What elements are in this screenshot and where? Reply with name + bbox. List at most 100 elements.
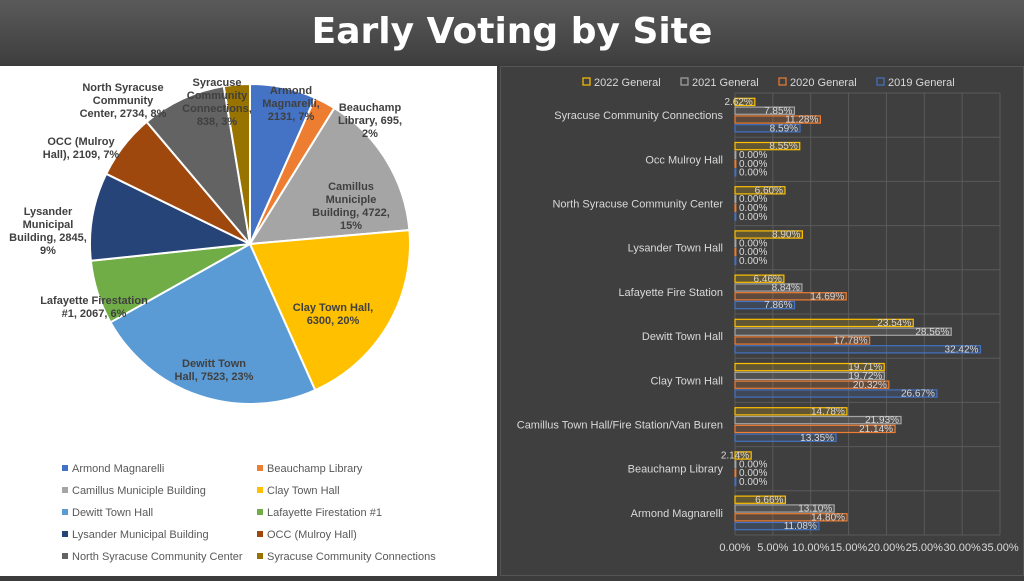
bar-2021-general-beauchamp-library [734, 460, 737, 469]
data-label: 0.00% [739, 194, 767, 205]
bar-legend-item-2020-general: 2020 General [778, 77, 857, 89]
data-label: 8.55% [769, 141, 797, 152]
bar-2022-general-beauchamp-library [734, 451, 752, 460]
page-title: Early Voting by Site [311, 11, 713, 52]
category-label-dewitt-town-hall: Dewitt Town Hall [642, 331, 723, 343]
bar-2022-general-lafayette-fire-station [734, 274, 785, 283]
bar-2019-general-north-syracuse-community-center [734, 212, 737, 221]
pie-data-label-clay-town-hall: Clay Town Hall, 6300, 20% [293, 302, 373, 327]
legend-swatch [62, 509, 68, 515]
data-label: 8.90% [772, 230, 800, 241]
legend-item-armond-magnarelli: Armond Magnarelli [62, 463, 164, 475]
bar-2020-general-beauchamp-library [734, 468, 737, 478]
legend-item-lysander-municipal-building: Lysander Municipal Building [62, 529, 209, 541]
bar-legend-item-2019-general: 2019 General [876, 77, 955, 89]
legend-label: Syracuse Community Connections [267, 551, 436, 563]
pie-data-label-syracuse-community-connections: Syracuse Community Connections, 838, 3% [182, 77, 252, 128]
bar-2022-general-north-syracuse-community-center [734, 186, 786, 195]
bar-2022-general-armond-magnarelli [734, 495, 787, 504]
bar-chart-panel: 0.00% 5.00% 10.00% 15.00% 20.00% 25.00% 30.00%… [500, 66, 1024, 576]
bar-2020-general-syracuse-community-connections [734, 115, 822, 124]
legend-item-beauchamp-library: Beauchamp Library [257, 463, 363, 475]
data-label: 14.69% [810, 291, 844, 302]
legend-swatch [62, 487, 68, 493]
data-label: 14.80% [811, 512, 845, 523]
legend-label: 2021 General [692, 77, 759, 89]
data-label: 20.32% [853, 380, 887, 391]
data-label: 11.28% [785, 115, 818, 126]
bar-2020-general-occ-mulroy-hall [734, 159, 737, 168]
pie-data-label-armond-magnarelli: Armond Magnarelli, 2131, 7% [262, 85, 319, 123]
data-label: 13.35% [800, 433, 834, 444]
data-label: 19.71% [848, 362, 882, 373]
category-label-clay-town-hall: Clay Town Hall [650, 375, 723, 387]
bar-legend-item-2021-general: 2021 General [680, 77, 759, 89]
bar-2021-general-clay-town-hall [734, 371, 885, 381]
bar-2019-general-dewitt-town-hall [734, 345, 982, 354]
bar-2022-general-camillus-town-hall-fire-station-van-buren [734, 407, 848, 416]
bar-2022-general-dewitt-town-hall [734, 318, 914, 328]
bar-2020-general-dewitt-town-hall [734, 336, 871, 345]
category-label-syracuse-community-connections: Syracuse Community Connections [554, 110, 723, 122]
x-tick-label: 30.00% [943, 542, 981, 554]
bar-2019-general-camillus-town-hall-fire-station-van-buren [734, 433, 837, 442]
data-label: 7.85% [764, 106, 792, 117]
legend-label: 2020 General [790, 77, 857, 89]
legend-swatch [257, 531, 263, 537]
bar-2022-general-lysander-town-hall [734, 230, 803, 239]
bar-2021-general-syracuse-community-connections [734, 106, 796, 115]
legend-label: Lafayette Firestation #1 [267, 507, 382, 519]
legend-swatch [778, 77, 787, 86]
data-label: 23.54% [877, 318, 911, 329]
data-label: 6.46% [754, 274, 782, 285]
legend-label: Camillus Municiple Building [72, 485, 206, 497]
legend-swatch [62, 553, 68, 559]
bar-2021-general-occ-mulroy-hall [734, 150, 737, 160]
data-label: 32.42% [945, 344, 979, 355]
data-label: 8.84% [772, 283, 800, 294]
bar-2020-general-armond-magnarelli [734, 513, 848, 522]
bar-2022-general-occ-mulroy-hall [734, 141, 801, 151]
x-tick-label: 35.00% [981, 542, 1019, 554]
bar-2020-general-lysander-town-hall [734, 247, 737, 257]
bar-2021-general-armond-magnarelli [734, 504, 835, 513]
pie-slice-lysander-municipal-building [89, 172, 254, 262]
data-label: 21.14% [859, 424, 893, 435]
bar-2022-general-clay-town-hall [734, 362, 885, 372]
legend-label: Clay Town Hall [267, 485, 340, 497]
data-label: 26.67% [901, 389, 935, 400]
data-label: 17.78% [834, 336, 868, 347]
pie-data-label-lafayette-firestation-1: Lafayette Firestation #1, 2067, 6% [40, 295, 148, 320]
data-label: 0.00% [739, 168, 767, 179]
legend-label: North Syracuse Community Center [72, 551, 243, 563]
x-tick-label: 15.00% [830, 542, 868, 554]
data-label: 13.10% [798, 504, 832, 515]
legend-item-dewitt-town-hall: Dewitt Town Hall [62, 507, 153, 519]
legend-swatch [257, 509, 263, 515]
bar-2019-general-lafayette-fire-station [734, 300, 796, 310]
x-tick-label: 10.00% [792, 542, 830, 554]
pie-data-label-beauchamp-library: Beauchamp Library, 695, 2% [338, 102, 402, 140]
data-label: 0.00% [739, 212, 767, 223]
pie-slice-syracuse-community-connections [222, 82, 251, 245]
legend-swatch [62, 531, 68, 537]
legend-item-camillus-municiple-building: Camillus Municiple Building [62, 485, 206, 497]
data-label: 21.93% [865, 415, 899, 426]
category-label-lysander-town-hall: Lysander Town Hall [628, 243, 723, 255]
bar-2021-general-camillus-town-hall-fire-station-van-buren [734, 415, 902, 425]
category-label-camillus-town-hall-fire-station-van-buren: Camillus Town Hall/Fire Station/Van Bure… [517, 420, 723, 432]
legend-label: 2019 General [888, 77, 955, 89]
data-label: 0.00% [739, 238, 767, 249]
bar-2021-general-lysander-town-hall [734, 239, 737, 248]
legend-label: 2022 General [594, 77, 661, 89]
pie-slice-camillus-municiple-building [248, 106, 411, 246]
pie-slice-clay-town-hall [248, 228, 411, 392]
pie-slice-dewitt-town-hall [109, 242, 317, 405]
legend-swatch [257, 465, 263, 471]
bar-2021-general-dewitt-town-hall [734, 327, 952, 336]
data-label: 28.56% [915, 327, 949, 338]
x-tick-label: 0.00% [719, 542, 750, 554]
legend-label: Dewitt Town Hall [72, 507, 153, 519]
legend-item-north-syracuse-community-center: North Syracuse Community Center [62, 551, 243, 563]
bar-2020-general-north-syracuse-community-center [734, 203, 737, 213]
